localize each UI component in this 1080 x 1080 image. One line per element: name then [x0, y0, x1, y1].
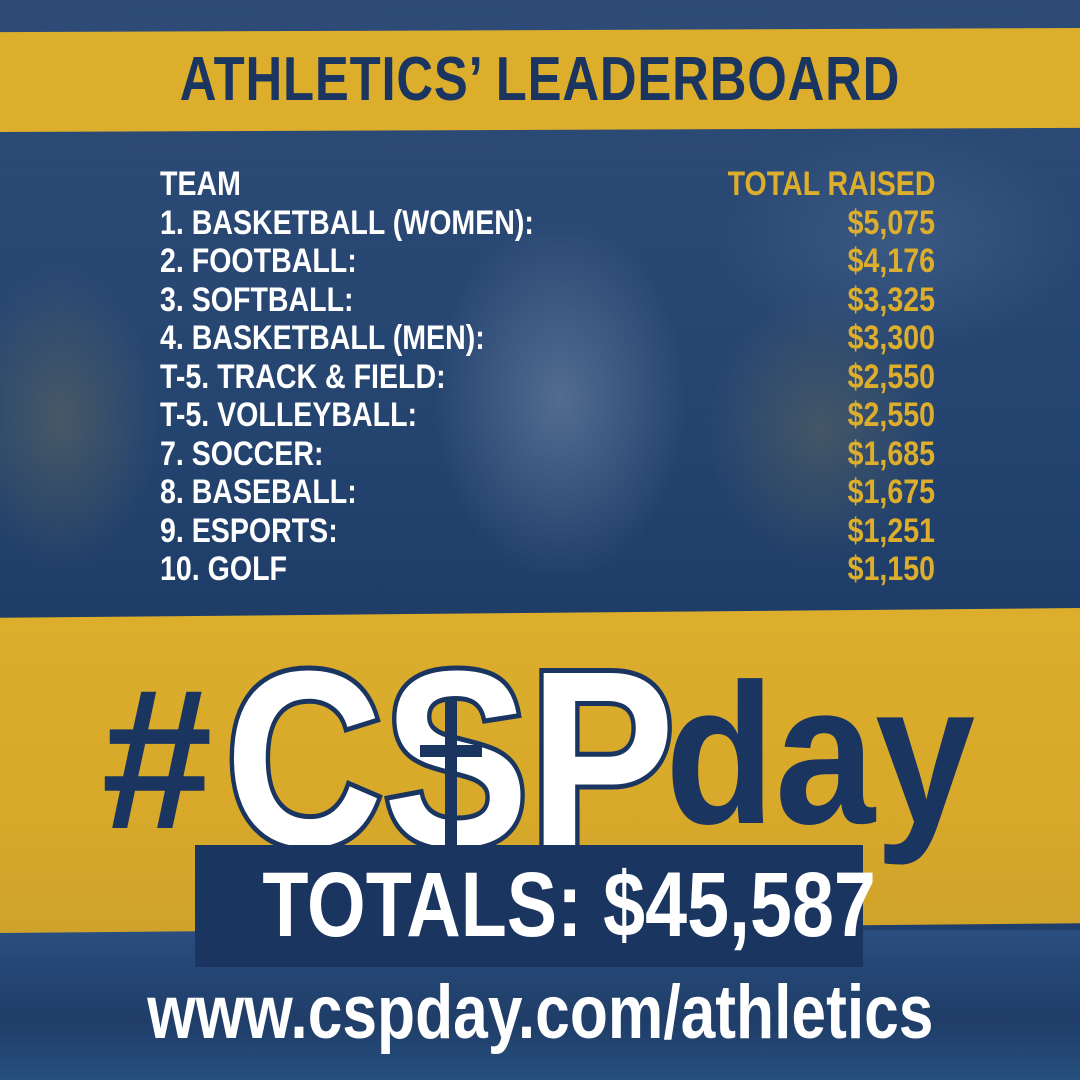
team-name: T-5. VOLLEYBALL:: [160, 396, 418, 434]
leaderboard-row: T-5. TRACK & FIELD: $2,550: [160, 358, 935, 397]
team-name: 9. ESPORTS:: [160, 511, 338, 550]
leaderboard-row: 10. GOLF $1,150: [160, 550, 935, 589]
team-amount: $5,075: [847, 203, 935, 242]
leaderboard-row: T-5. VOLLEYBALL: $2,550: [160, 396, 935, 435]
header-team: TEAM: [160, 165, 241, 203]
totals-box: [195, 845, 863, 967]
team-name: 8. BASEBALL:: [160, 473, 357, 511]
leaderboard: TEAM TOTAL RAISED 1. BASKETBALL (WOMEN):…: [160, 165, 935, 589]
team-amount: $1,150: [847, 550, 935, 588]
cross-icon: [420, 700, 482, 850]
team-amount: $3,325: [847, 280, 935, 319]
csp-logo: CSP: [220, 640, 680, 870]
leaderboard-row: 9. ESPORTS: $1,251: [160, 512, 935, 551]
title-banner: [0, 28, 1080, 132]
team-name: 7. SOCCER:: [160, 434, 324, 473]
leaderboard-rows: 1. BASKETBALL (WOMEN): $5,075 2. FOOTBALL:…: [160, 204, 935, 589]
leaderboard-header: TEAM TOTAL RAISED: [160, 165, 935, 204]
leaderboard-row: 7. SOCCER: $1,685: [160, 435, 935, 474]
header-total-raised: TOTAL RAISED: [727, 165, 935, 203]
page-title: ATHLETICS’ LEADERBOARD: [179, 45, 901, 114]
totals-text: TOTALS: $45,587: [262, 854, 876, 956]
hashtag-day: day: [665, 643, 976, 866]
team-amount: $2,550: [847, 357, 935, 396]
website-url: www.cspday.com/athletics: [146, 970, 934, 1055]
team-amount: $1,675: [847, 473, 935, 511]
team-amount: $4,176: [847, 242, 935, 280]
team-amount: $2,550: [847, 396, 935, 434]
team-name: 3. SOFTBALL:: [160, 280, 354, 319]
team-name: 1. BASKETBALL (WOMEN):: [160, 203, 534, 242]
leaderboard-row: 3. SOFTBALL: $3,325: [160, 281, 935, 320]
leaderboard-row: 4. BASKETBALL (MEN): $3,300: [160, 319, 935, 358]
leaderboard-row: 2. FOOTBALL: $4,176: [160, 242, 935, 281]
team-amount: $3,300: [847, 319, 935, 357]
team-name: 4. BASKETBALL (MEN):: [160, 319, 485, 357]
team-amount: $1,685: [847, 434, 935, 473]
leaderboard-row: 8. BASEBALL: $1,675: [160, 473, 935, 512]
team-name: 10. GOLF: [160, 550, 287, 588]
team-name: T-5. TRACK & FIELD:: [160, 357, 446, 396]
leaderboard-row: 1. BASKETBALL (WOMEN): $5,075: [160, 204, 935, 243]
team-name: 2. FOOTBALL:: [160, 242, 357, 280]
hashtag-symbol: #: [101, 648, 213, 871]
team-amount: $1,251: [847, 511, 935, 550]
